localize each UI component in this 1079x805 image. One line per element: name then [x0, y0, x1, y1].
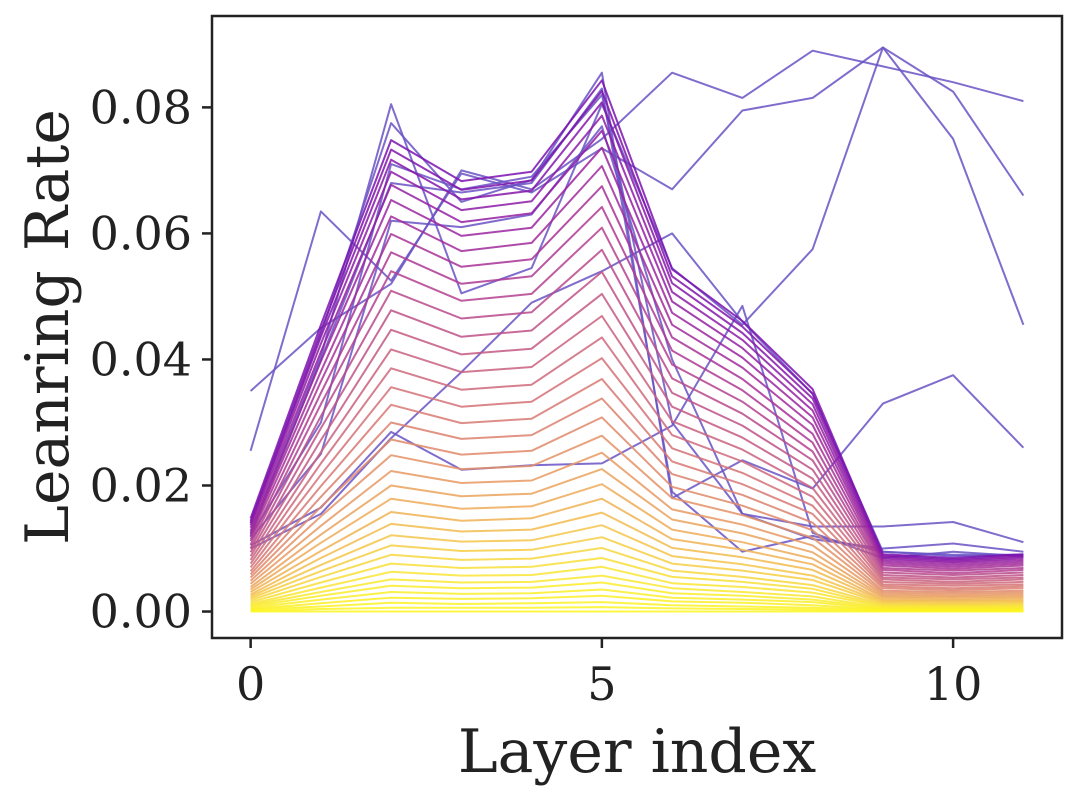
series-line-1 [249, 49, 1024, 392]
series-line-14 [249, 129, 1024, 564]
series-line-21 [249, 270, 1024, 579]
series-line-24 [249, 336, 1024, 585]
series-line-12 [249, 101, 1024, 562]
series-line-29 [249, 434, 1024, 595]
series-line-25 [249, 357, 1024, 587]
series-line-11 [249, 90, 1024, 561]
series-line-10 [249, 79, 1024, 559]
series-line-36 [250, 536, 1024, 605]
series-line-15 [249, 146, 1024, 566]
series-line-39 [250, 565, 1024, 609]
x-tick-label: 0 [236, 657, 265, 711]
series-line-20 [249, 248, 1024, 576]
series-line-17 [249, 185, 1024, 570]
series-line-5 [249, 93, 1024, 544]
y-tick-label: 0.08 [90, 80, 192, 134]
series-line-32 [250, 483, 1024, 600]
x-axis-ticks: 0 5 10 [236, 638, 982, 711]
series-line-16 [249, 165, 1024, 568]
series-line-37 [250, 546, 1024, 607]
series-line-23 [249, 315, 1024, 583]
series-lines [249, 46, 1025, 613]
series-line-22 [249, 292, 1024, 581]
x-axis-label: Layer index [458, 717, 817, 787]
x-tick-label: 5 [587, 657, 616, 711]
series-line-2 [249, 46, 1025, 452]
y-tick-label: 0.06 [90, 206, 192, 260]
y-tick-label: 0.00 [90, 585, 192, 639]
y-axis-label: Leanring Rate [13, 109, 83, 545]
series-line-26 [249, 378, 1024, 590]
series-line-30 [249, 451, 1024, 597]
y-tick-label: 0.04 [90, 332, 192, 386]
series-line-18 [249, 205, 1024, 572]
series-line-27 [249, 397, 1024, 592]
series-line-19 [249, 226, 1024, 575]
series-line-34 [250, 511, 1024, 603]
series-line-9 [249, 87, 1024, 556]
series-line-13 [249, 114, 1024, 563]
series-line-28 [249, 416, 1024, 593]
y-axis-ticks: 0.00 0.02 0.04 0.06 0.08 [90, 80, 212, 639]
series-line-33 [250, 497, 1024, 602]
series-line-31 [250, 468, 1024, 598]
y-tick-label: 0.02 [90, 458, 192, 512]
x-tick-label: 10 [924, 657, 983, 711]
series-line-35 [250, 524, 1024, 604]
plot-frame [210, 14, 1064, 640]
